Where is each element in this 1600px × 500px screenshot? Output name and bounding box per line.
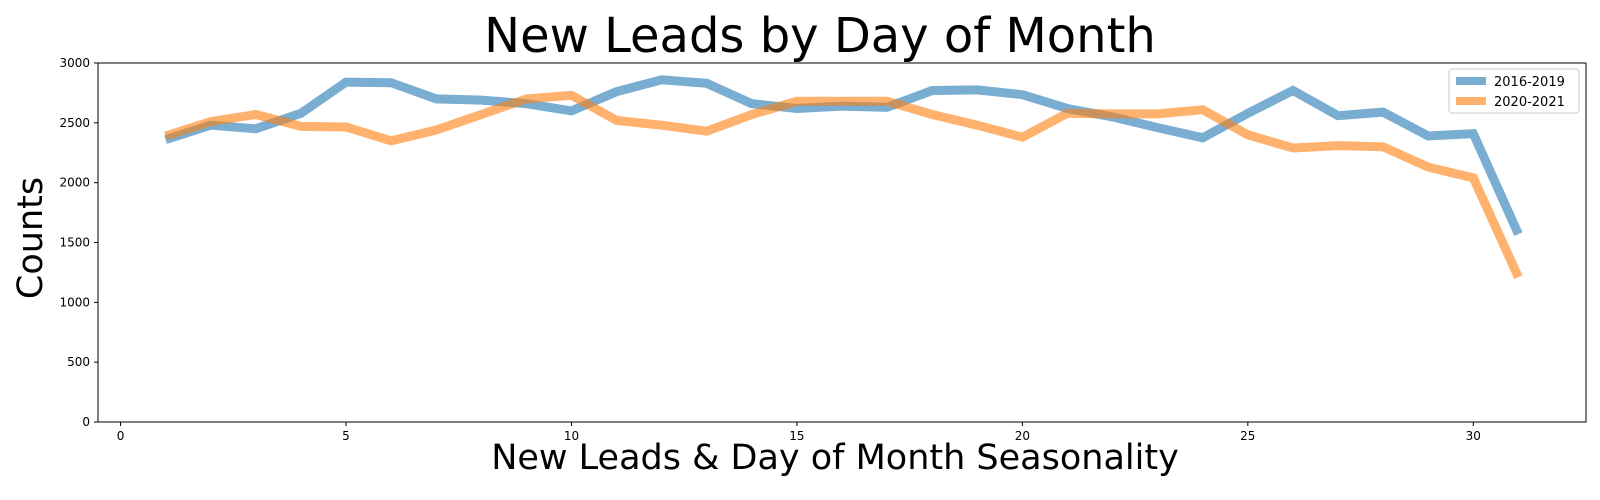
legend: 2016-2019 2020-2021 [1448, 68, 1580, 114]
chart-title: New Leads by Day of Month [484, 8, 1156, 64]
series-line-2020-2021 [164, 90, 1523, 280]
y-tick-label: 1500 [59, 236, 90, 250]
x-tick-label: 5 [342, 429, 350, 443]
series-layer [164, 75, 1523, 280]
x-tick-label: 25 [1240, 429, 1255, 443]
series-line-2016-2019 [164, 75, 1523, 236]
y-tick-label: 0 [82, 415, 90, 429]
legend-label-2016-2019: 2016-2019 [1494, 75, 1565, 90]
x-tick-label: 20 [1015, 429, 1030, 443]
x-axis-label: New Leads & Day of Month Seasonality [491, 438, 1179, 478]
y-axis-label: Counts [11, 177, 51, 299]
y-tick-label: 3000 [59, 56, 90, 70]
axes-layer: 0 5 10 15 20 25 30 0 500 1000 1500 2000 2500 3000 [59, 56, 1587, 443]
y-tick-label: 2500 [59, 116, 90, 130]
x-tick-label: 30 [1466, 429, 1481, 443]
legend-label-2020-2021: 2020-2021 [1494, 95, 1565, 110]
x-tick-label: 0 [117, 429, 125, 443]
x-tick-label: 15 [789, 429, 804, 443]
y-tick-label: 1000 [59, 295, 90, 309]
x-tick-label: 10 [564, 429, 579, 443]
y-tick-label: 2000 [59, 176, 90, 190]
y-tick-label: 500 [67, 355, 90, 369]
